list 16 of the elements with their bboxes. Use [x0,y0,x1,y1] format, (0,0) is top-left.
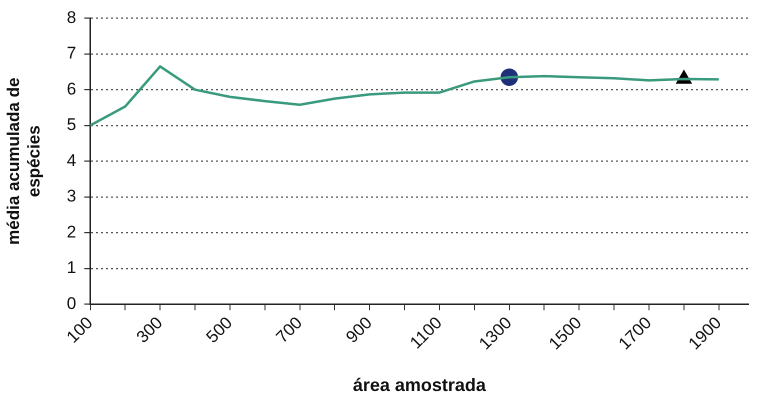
x-tick-label: 500 [202,313,236,347]
y-axis-title: média acumulada de espécies [4,78,44,245]
y-tick-label: 6 [66,79,76,98]
y-tick-label: 1 [66,258,76,278]
x-tick-label: 900 [342,313,376,347]
y-tick-label: 4 [66,150,76,170]
y-tick-label: 5 [66,115,76,134]
x-tick-label: 100 [62,313,96,347]
x-axis-title: área amostrada [352,375,487,396]
x-tick-label: 700 [272,313,306,347]
y-tick-label: 2 [66,222,76,242]
y-tick-label: 7 [66,44,76,63]
y-tick-label: 3 [66,186,76,206]
y-tick-label: 8 [66,8,76,27]
x-tick-label: 300 [132,313,166,347]
y-tick-label: 0 [66,294,76,313]
